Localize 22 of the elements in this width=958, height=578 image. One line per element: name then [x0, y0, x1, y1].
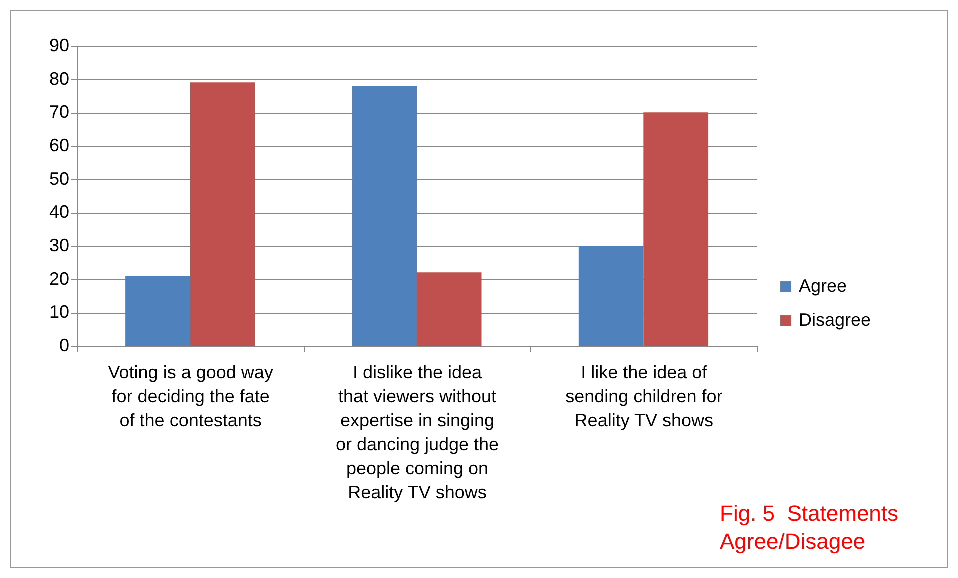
y-tick-label: 70: [49, 102, 70, 122]
x-tick-label: I like the idea of sending children for Reality TV shows: [566, 362, 723, 430]
y-tick-label: 10: [49, 302, 70, 322]
legend-label: Disagree: [799, 310, 872, 330]
y-tick-label: 90: [49, 36, 70, 56]
y-tick-label: 0: [59, 336, 70, 356]
y-tick-label: 50: [49, 168, 70, 189]
bar: [578, 246, 644, 346]
x-tick-label: I dislike the idea that viewers without expertise in singing or dancing judge the people coming on Reality TV shows: [336, 362, 500, 502]
y-tick-label: 20: [49, 268, 70, 289]
y-tick-label: 60: [49, 136, 70, 156]
bar: [644, 112, 708, 346]
bar: [126, 276, 190, 346]
legend-label: Agree: [799, 276, 848, 296]
bar: [352, 86, 417, 346]
x-tick-label: Voting is a good way for deciding the fate of the contestants: [108, 362, 274, 430]
y-tick-label: 30: [49, 236, 70, 256]
bar: [417, 272, 482, 346]
bar: [190, 82, 256, 346]
caption: Fig. 5 Statements Agree/Disagee: [720, 500, 900, 556]
y-tick-label: 40: [49, 202, 70, 222]
y-tick-label: 80: [49, 68, 70, 89]
